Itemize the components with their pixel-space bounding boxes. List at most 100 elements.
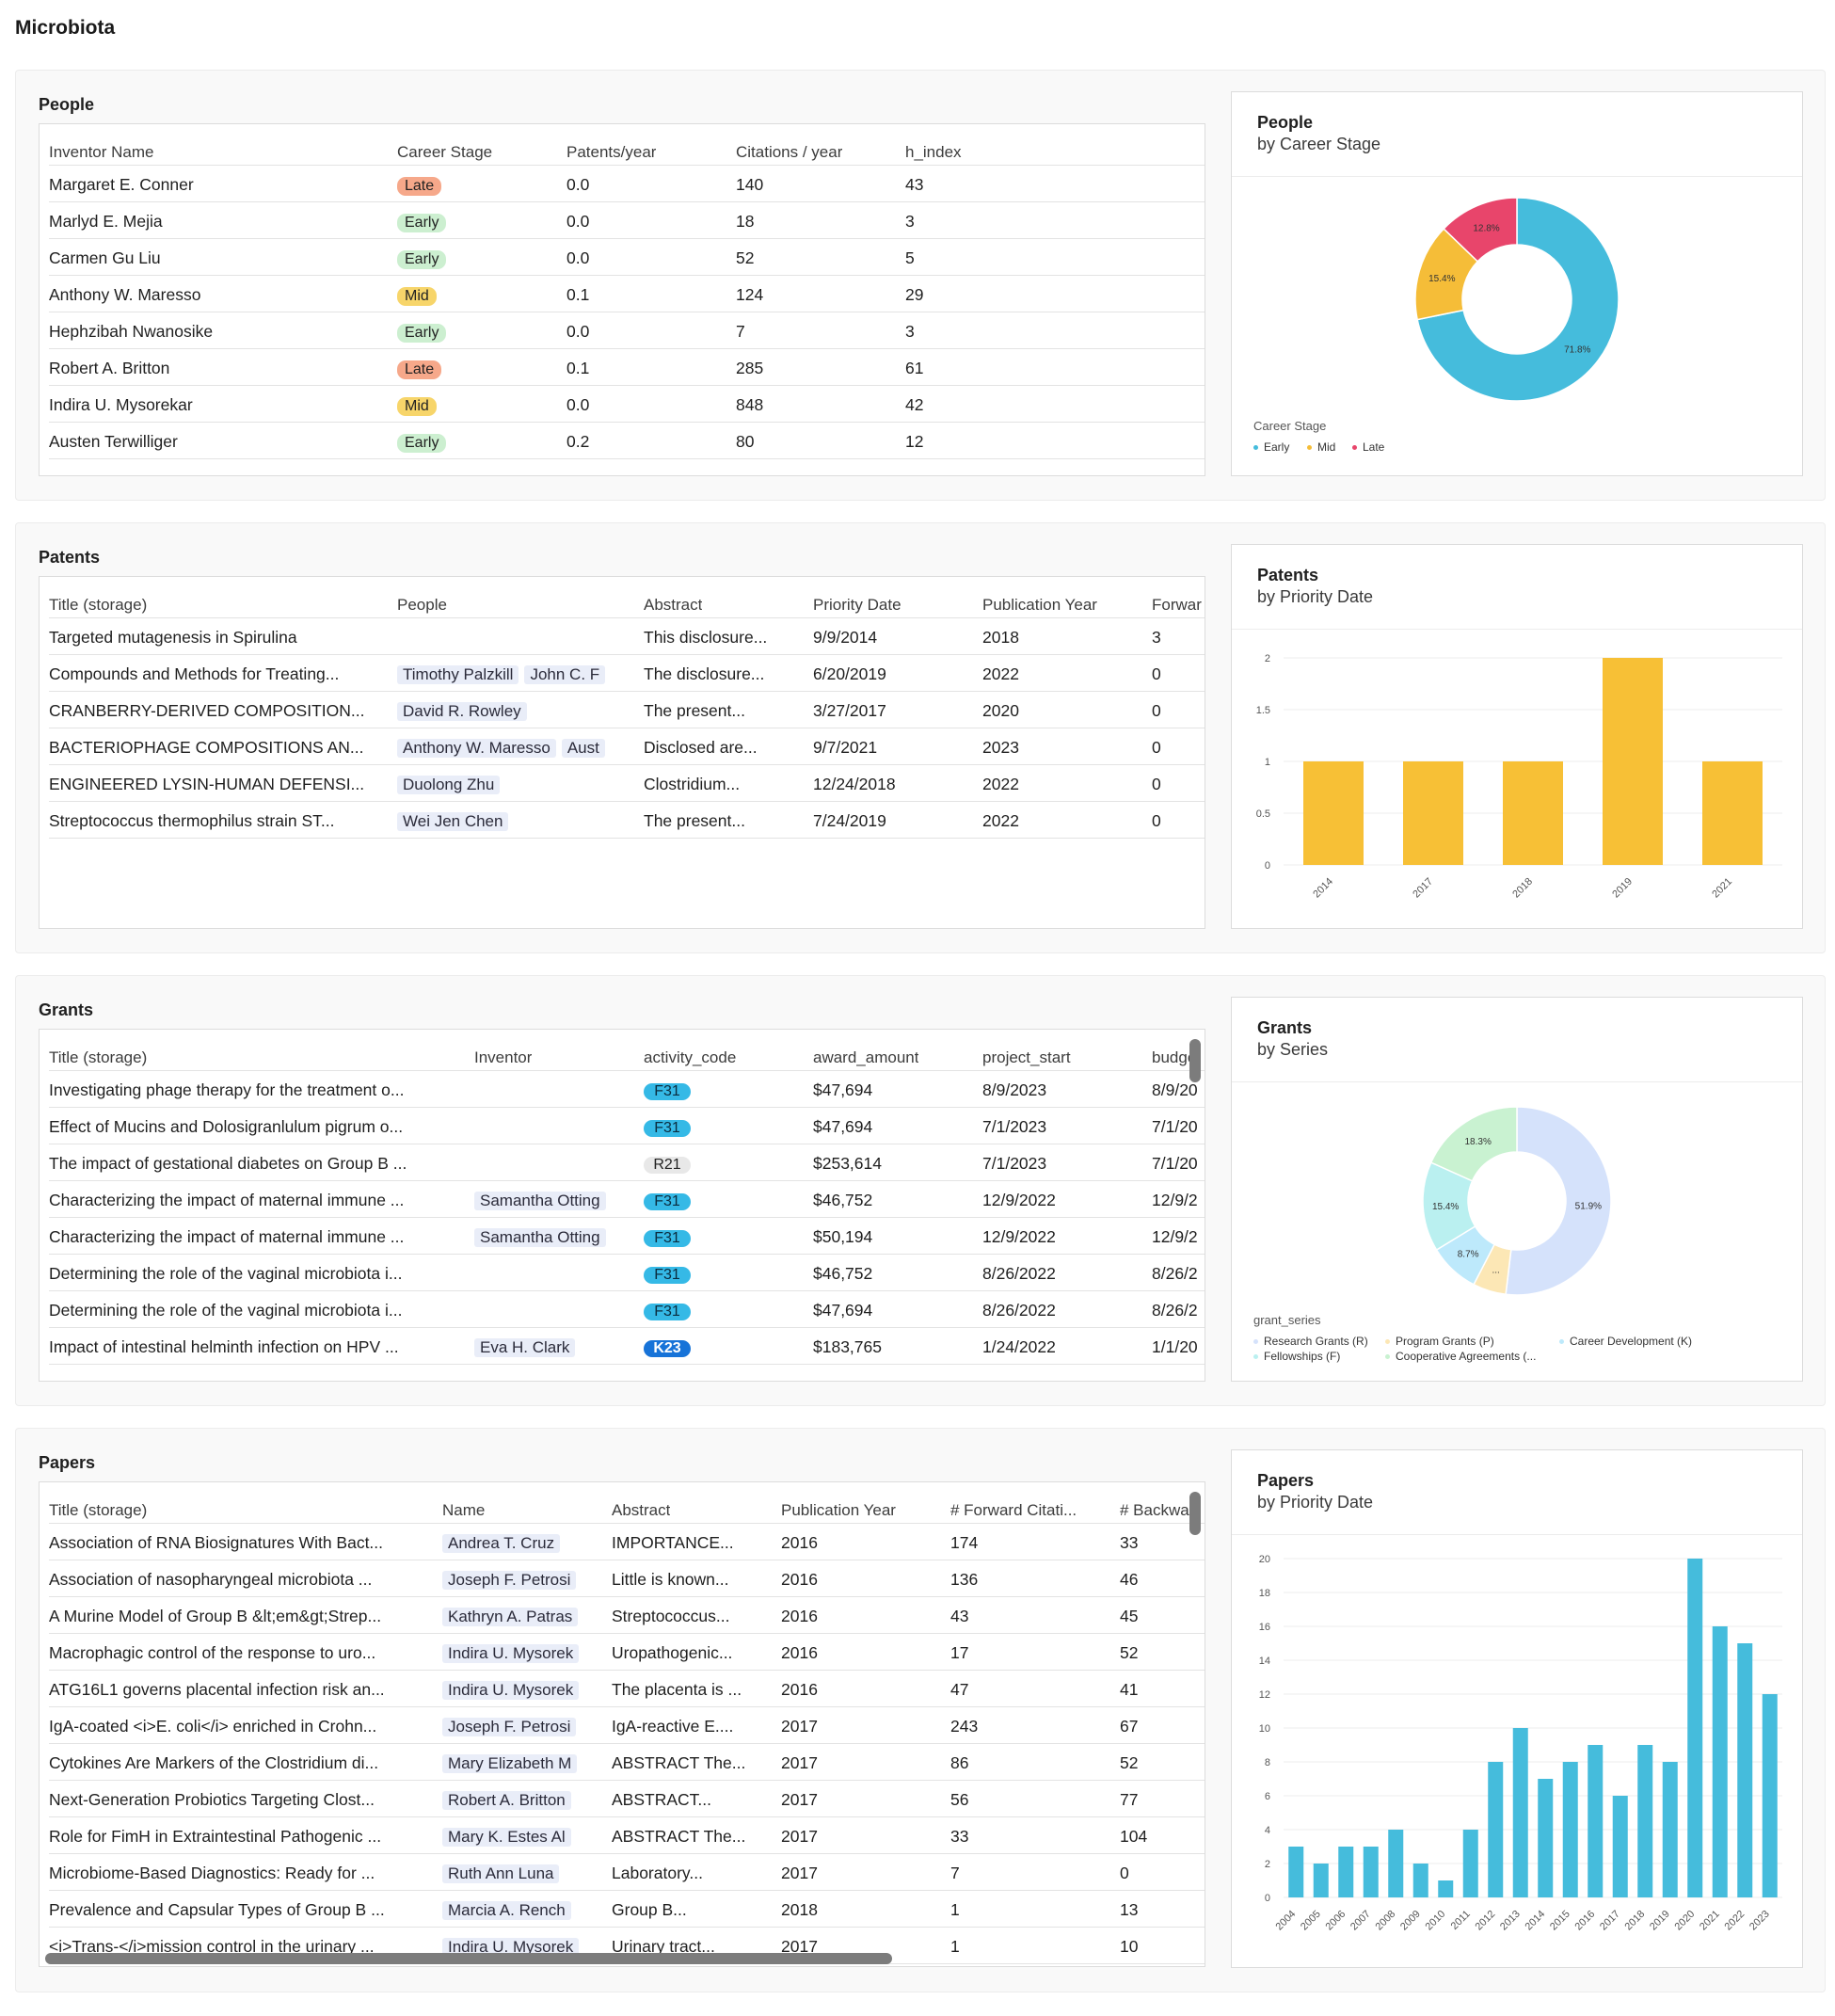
bar[interactable]: [1412, 1864, 1428, 1897]
paper-title[interactable]: Association of RNA Biosignatures With Ba…: [49, 1533, 384, 1552]
paper-title[interactable]: Role for FimH in Extraintestinal Pathoge…: [49, 1827, 382, 1846]
inventor-name[interactable]: Hephzibah Nwanosike: [49, 322, 214, 341]
col-project-start[interactable]: project_start: [982, 1048, 1071, 1066]
bar[interactable]: [1612, 1796, 1628, 1897]
pie-slice[interactable]: [1416, 197, 1620, 402]
legend-item-cooperative-agreements[interactable]: Cooperative Agreements (...: [1385, 1350, 1536, 1363]
inventor-name[interactable]: Austen Terwilliger: [49, 432, 178, 451]
col-budget[interactable]: budge: [1152, 1048, 1197, 1066]
bar[interactable]: [1462, 1830, 1478, 1897]
grants-donut-chart[interactable]: 51.9%... 8.7% 15.4% 18.3%: [1232, 1082, 1802, 1381]
table-row[interactable]: Characterizing the impact of maternal im…: [49, 1218, 1205, 1255]
papers-horizontal-scrollbar[interactable]: [45, 1953, 892, 1964]
col-inventor-name[interactable]: Inventor Name: [49, 143, 154, 161]
col-h-index[interactable]: h_index: [905, 143, 962, 161]
bar[interactable]: [1737, 1643, 1753, 1897]
author-chip[interactable]: Mary Elizabeth M: [442, 1754, 578, 1773]
table-row[interactable]: Next-Generation Probiotics Targeting Clo…: [49, 1781, 1205, 1817]
people-table[interactable]: Inventor Name Career Stage Patents/year …: [39, 123, 1205, 476]
bar[interactable]: [1562, 1762, 1578, 1897]
person-chip[interactable]: David R. Rowley: [397, 702, 527, 721]
bar[interactable]: [1338, 1847, 1354, 1897]
table-row[interactable]: Role for FimH in Extraintestinal Pathoge…: [49, 1817, 1205, 1854]
bar[interactable]: [1762, 1694, 1778, 1897]
table-row[interactable]: Carmen Gu Liu Early 0.0 52 5: [49, 239, 1205, 276]
col-forward[interactable]: Forwar: [1152, 596, 1202, 614]
paper-title[interactable]: Next-Generation Probiotics Targeting Clo…: [49, 1790, 375, 1809]
col-abstract[interactable]: Abstract: [644, 596, 703, 614]
bar[interactable]: [1503, 761, 1563, 865]
col-priority-date[interactable]: Priority Date: [813, 596, 902, 614]
paper-title[interactable]: Prevalence and Capsular Types of Group B…: [49, 1900, 385, 1919]
legend-item-program-grants[interactable]: Program Grants (P): [1385, 1335, 1494, 1348]
author-chip[interactable]: Kathryn A. Patras: [442, 1608, 579, 1626]
paper-title[interactable]: IgA-coated <i>E. coli</i> enriched in Cr…: [49, 1717, 377, 1736]
col-title[interactable]: Title (storage): [49, 1048, 148, 1066]
author-chip[interactable]: Indira U. Mysorek: [442, 1938, 580, 1957]
inventor-chip[interactable]: Eva H. Clark: [474, 1338, 576, 1357]
table-row[interactable]: Austen Terwilliger Early 0.2 80 12: [49, 423, 1205, 459]
papers-vertical-scrollbar[interactable]: [1189, 1492, 1201, 1535]
inventor-name[interactable]: Marlyd E. Mejia: [49, 212, 163, 231]
person-chip[interactable]: John C. F: [524, 665, 606, 684]
patents-bar-chart[interactable]: 0 0.5 1 1.5 2 2014 2017 2018 2019 2021: [1232, 630, 1802, 928]
table-row[interactable]: Microbiome-Based Diagnostics: Ready for …: [49, 1854, 1205, 1891]
table-row[interactable]: Association of nasopharyngeal microbiota…: [49, 1560, 1205, 1597]
grant-title[interactable]: Characterizing the impact of maternal im…: [49, 1191, 405, 1209]
col-inventor[interactable]: Inventor: [474, 1048, 533, 1066]
bar[interactable]: [1403, 761, 1463, 865]
bar[interactable]: [1512, 1728, 1528, 1897]
col-activity-code[interactable]: activity_code: [644, 1048, 737, 1066]
table-row[interactable]: Marlyd E. Mejia Early 0.0 18 3: [49, 202, 1205, 239]
paper-title[interactable]: ATG16L1 governs placental infection risk…: [49, 1680, 385, 1699]
patent-title[interactable]: ENGINEERED LYSIN-HUMAN DEFENSI...: [49, 775, 365, 793]
col-career-stage[interactable]: Career Stage: [397, 143, 493, 161]
patent-title[interactable]: Targeted mutagenesis in Spirulina: [49, 628, 297, 647]
table-row[interactable]: A Murine Model of Group B &lt;em&gt;Stre…: [49, 1597, 1205, 1634]
author-chip[interactable]: Ruth Ann Luna: [442, 1864, 560, 1883]
col-title[interactable]: Title (storage): [49, 596, 148, 614]
col-award-amount[interactable]: award_amount: [813, 1048, 919, 1066]
bar[interactable]: [1488, 1762, 1504, 1897]
grant-title[interactable]: Determining the role of the vaginal micr…: [49, 1264, 403, 1283]
table-row[interactable]: Association of RNA Biosignatures With Ba…: [49, 1524, 1205, 1560]
inventor-name[interactable]: Carmen Gu Liu: [49, 248, 161, 267]
person-chip[interactable]: Duolong Zhu: [397, 776, 501, 794]
paper-title[interactable]: A Murine Model of Group B &lt;em&gt;Stre…: [49, 1607, 382, 1625]
patent-title[interactable]: Streptococcus thermophilus strain ST...: [49, 811, 335, 830]
col-patents-per-year[interactable]: Patents/year: [566, 143, 657, 161]
table-row[interactable]: Hephzibah Nwanosike Early 0.0 7 3: [49, 312, 1205, 349]
col-publication-year[interactable]: Publication Year: [781, 1501, 896, 1519]
inventor-name[interactable]: Anthony W. Maresso: [49, 285, 201, 304]
bar[interactable]: [1588, 1745, 1604, 1897]
legend-item-fellowships[interactable]: Fellowships (F): [1253, 1350, 1340, 1363]
bar[interactable]: [1288, 1847, 1304, 1897]
bar[interactable]: [1637, 1745, 1653, 1897]
legend-item-mid[interactable]: Mid: [1307, 440, 1335, 454]
bar[interactable]: [1702, 761, 1763, 865]
table-row[interactable]: Margaret E. Conner Late 0.0 140 43: [49, 166, 1205, 202]
author-chip[interactable]: Mary K. Estes Al: [442, 1828, 571, 1847]
grant-title[interactable]: Characterizing the impact of maternal im…: [49, 1227, 405, 1246]
table-row[interactable]: The impact of gestational diabetes on Gr…: [49, 1144, 1205, 1181]
author-chip[interactable]: Joseph F. Petrosi: [442, 1571, 577, 1590]
paper-title[interactable]: Macrophagic control of the response to u…: [49, 1643, 376, 1662]
col-citations-per-year[interactable]: Citations / year: [736, 143, 843, 161]
col-people[interactable]: People: [397, 596, 447, 614]
pie-slice[interactable]: [1429, 1106, 1518, 1182]
grant-title[interactable]: Determining the role of the vaginal micr…: [49, 1301, 403, 1320]
papers-bar-chart[interactable]: 0 2 4 6 8 10 12 14 16 18 20 2004 2005 2006 2007 2008 200…: [1232, 1535, 1802, 1967]
pie-slice[interactable]: [1505, 1106, 1612, 1296]
table-row[interactable]: Determining the role of the vaginal micr…: [49, 1291, 1205, 1328]
table-row[interactable]: ATG16L1 governs placental infection risk…: [49, 1671, 1205, 1707]
table-row[interactable]: Prevalence and Capsular Types of Group B…: [49, 1891, 1205, 1928]
papers-table[interactable]: Title (storage) Name Abstract Publicatio…: [39, 1481, 1205, 1967]
patent-title[interactable]: Compounds and Methods for Treating...: [49, 664, 340, 683]
col-publication-year[interactable]: Publication Year: [982, 596, 1097, 614]
patent-title[interactable]: CRANBERRY-DERIVED COMPOSITION...: [49, 701, 365, 720]
col-name[interactable]: Name: [442, 1501, 486, 1519]
table-row[interactable]: Anthony W. Maresso Mid 0.1 124 29: [49, 276, 1205, 312]
bar[interactable]: [1438, 1880, 1454, 1897]
inventor-name[interactable]: Margaret E. Conner: [49, 175, 194, 194]
person-chip[interactable]: Anthony W. Maresso: [397, 739, 556, 758]
